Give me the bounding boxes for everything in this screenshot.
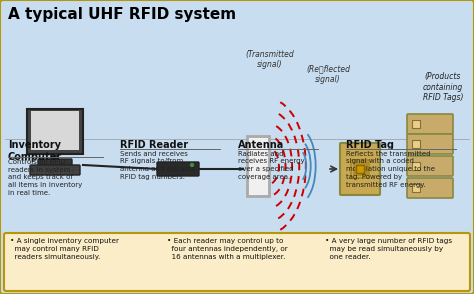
Text: Controls all RFID
readers in system
and keeps track of
all items in inventory
in: Controls all RFID readers in system and … <box>8 159 82 196</box>
Text: Radiates and
receives RF energy
over a specified
coverage area.: Radiates and receives RF energy over a s… <box>238 151 305 180</box>
Text: RFID Tag: RFID Tag <box>346 140 394 150</box>
Text: (Re﻿flected
signal): (Re﻿flected signal) <box>306 65 350 84</box>
FancyBboxPatch shape <box>38 159 72 166</box>
Text: Antenna: Antenna <box>238 140 284 150</box>
FancyBboxPatch shape <box>4 233 470 291</box>
Text: • A single inventory computer
  may control many RFID
  readers simultaneously.: • A single inventory computer may contro… <box>10 238 119 260</box>
FancyBboxPatch shape <box>356 165 364 173</box>
Text: Reflects the transmitted
signal with a coded
modulation unique to the
tag. Power: Reflects the transmitted signal with a c… <box>346 151 435 188</box>
FancyBboxPatch shape <box>31 111 79 150</box>
FancyBboxPatch shape <box>407 178 453 198</box>
FancyBboxPatch shape <box>407 114 453 134</box>
FancyBboxPatch shape <box>340 143 380 195</box>
FancyBboxPatch shape <box>412 184 420 192</box>
FancyBboxPatch shape <box>407 156 453 176</box>
Text: Sends and receives
RF signals to/from
antenna and extracts
RFID tag numbers.: Sends and receives RF signals to/from an… <box>120 151 195 180</box>
FancyBboxPatch shape <box>412 162 420 170</box>
FancyBboxPatch shape <box>157 162 199 176</box>
Circle shape <box>191 163 193 166</box>
Text: • A very large number of RFID tags
  may be read simultaneously by
  one reader.: • A very large number of RFID tags may b… <box>325 238 452 260</box>
Text: • Each reader may control up to
  four antennas independently, or
  16 antennas : • Each reader may control up to four ant… <box>167 238 288 260</box>
Text: Inventory
Computer: Inventory Computer <box>8 140 62 162</box>
FancyBboxPatch shape <box>407 134 453 154</box>
Text: (Products
containing
RFID Tags): (Products containing RFID Tags) <box>423 72 463 102</box>
FancyBboxPatch shape <box>412 120 420 128</box>
Text: A typical UHF RFID system: A typical UHF RFID system <box>8 7 236 22</box>
Text: RFID Reader: RFID Reader <box>120 140 188 150</box>
FancyBboxPatch shape <box>247 136 269 196</box>
Text: (Transmitted
signal): (Transmitted signal) <box>246 50 294 69</box>
FancyBboxPatch shape <box>412 140 420 148</box>
FancyBboxPatch shape <box>27 109 83 154</box>
FancyBboxPatch shape <box>30 165 80 175</box>
